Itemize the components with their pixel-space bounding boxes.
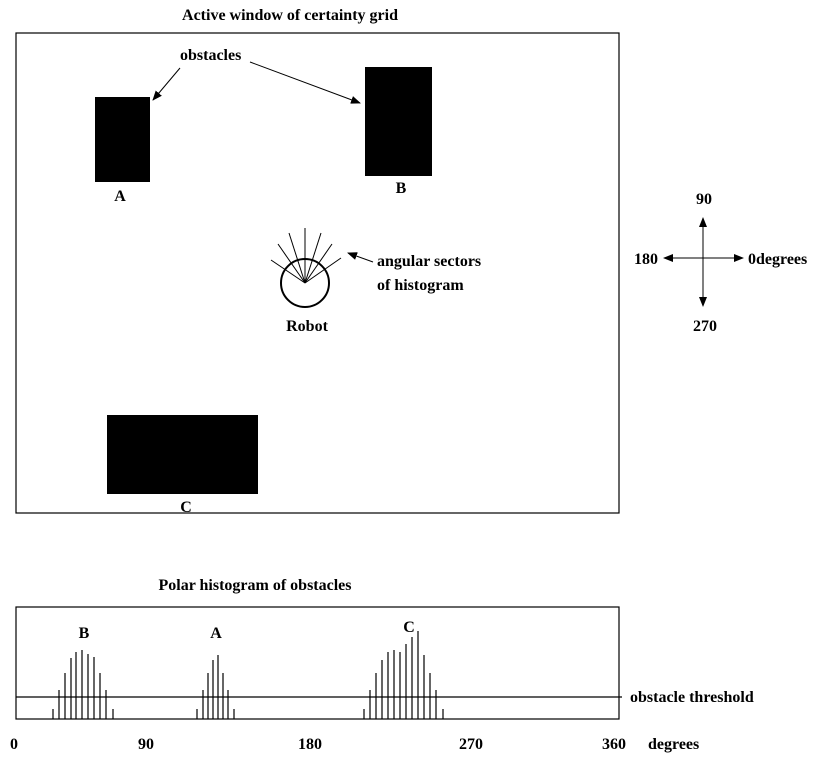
axis-tick-label: 360 [602, 736, 626, 753]
axis-tick-label: 180 [298, 736, 322, 753]
peak-a-label: A [210, 625, 222, 642]
certainty-grid-frame [15, 32, 620, 514]
peak-b-label: B [79, 625, 90, 642]
compass-west-label: 180 [634, 251, 658, 268]
axis-tick-label: 0 [10, 736, 18, 753]
sectors-label-line1: angular sectors [377, 253, 481, 270]
histogram-bars [52, 631, 444, 719]
compass-north-label: 90 [696, 191, 712, 208]
obstacles-arrow-b [249, 61, 361, 104]
grid-title: Active window of certainty grid [182, 7, 398, 24]
obstacle-c-label: C [180, 499, 192, 516]
compass-east-label: 0degrees [748, 251, 807, 268]
axis-unit-label: degrees [648, 736, 699, 753]
obstacle-b [365, 67, 432, 176]
obstacle-c [107, 415, 258, 494]
histogram-title: Polar histogram of obstacles [158, 577, 351, 594]
sectors-label-line2: of histogram [377, 277, 464, 294]
obstacles-callout-label: obstacles [180, 47, 241, 64]
obstacle-a-label: A [114, 188, 126, 205]
robot-body [280, 258, 330, 308]
axis-tick-label: 90 [138, 736, 154, 753]
compass: 90 180 270 0degrees [634, 191, 807, 335]
histogram-frame [15, 606, 620, 720]
threshold-label: obstacle threshold [630, 689, 754, 706]
histogram-axis-ticks: 0 90 180 270 360 degrees [10, 736, 699, 753]
robot-sector-rays [270, 228, 342, 284]
sectors-arrow [347, 252, 374, 263]
peak-c-label: C [403, 619, 415, 636]
obstacle-b-label: B [396, 180, 407, 197]
obstacles-arrow-a [152, 67, 181, 101]
obstacle-a [95, 97, 150, 182]
compass-south-label: 270 [693, 318, 717, 335]
robot-label: Robot [286, 318, 328, 335]
axis-tick-label: 270 [459, 736, 483, 753]
